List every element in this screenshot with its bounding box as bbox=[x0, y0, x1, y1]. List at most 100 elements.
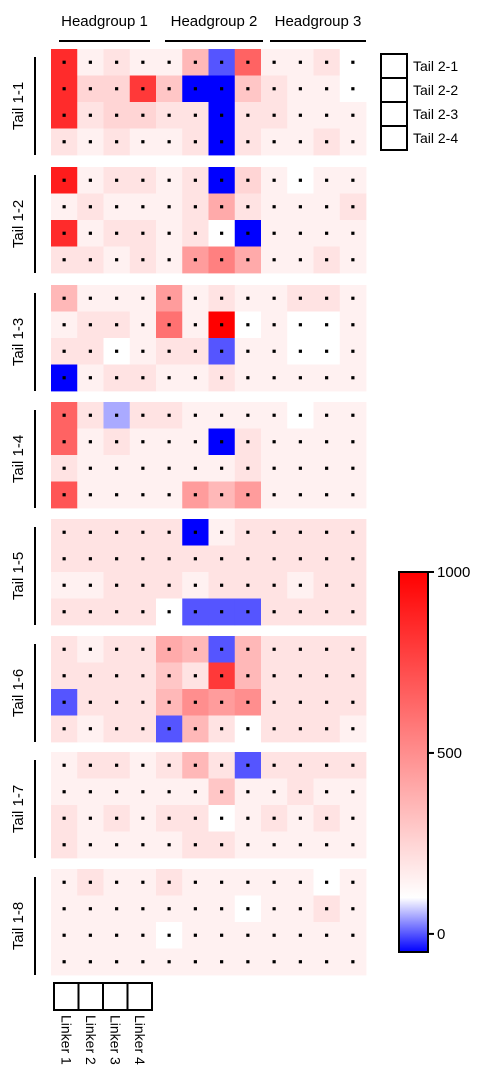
cell-marker bbox=[62, 530, 66, 534]
cell-marker bbox=[62, 583, 66, 587]
cell-marker bbox=[220, 557, 224, 561]
cell-marker bbox=[141, 376, 145, 380]
cell-marker bbox=[141, 140, 145, 144]
cell-marker bbox=[141, 610, 145, 614]
cell-marker bbox=[272, 205, 276, 209]
cell-marker bbox=[88, 440, 92, 444]
cell-marker bbox=[115, 557, 119, 561]
cell-marker bbox=[141, 530, 145, 534]
cell-marker bbox=[351, 933, 355, 937]
cell-marker bbox=[325, 530, 329, 534]
cell-marker bbox=[351, 647, 355, 651]
cell-marker bbox=[167, 960, 171, 964]
cell-marker bbox=[193, 493, 197, 497]
cell-marker bbox=[298, 583, 302, 587]
headgroup-label: Headgroup 1 bbox=[61, 13, 148, 30]
headgroup-headers: Headgroup 1 Headgroup 2 Headgroup 3 bbox=[59, 13, 366, 42]
linker-legend-label: Linker 2 bbox=[83, 1015, 99, 1065]
cell-marker bbox=[325, 583, 329, 587]
cell-marker bbox=[325, 610, 329, 614]
cell-marker bbox=[115, 907, 119, 911]
cell-marker bbox=[88, 376, 92, 380]
cell-marker bbox=[220, 674, 224, 678]
cell-marker bbox=[88, 87, 92, 91]
cell-marker bbox=[272, 60, 276, 64]
cell-marker bbox=[351, 674, 355, 678]
cell-marker bbox=[325, 113, 329, 117]
cell-marker bbox=[351, 205, 355, 209]
cell-marker bbox=[193, 700, 197, 704]
cell-marker bbox=[351, 178, 355, 182]
cell-marker bbox=[62, 674, 66, 678]
cell-marker bbox=[325, 907, 329, 911]
cell-marker bbox=[141, 557, 145, 561]
cell-marker bbox=[62, 727, 66, 731]
cell-marker bbox=[298, 816, 302, 820]
cell-marker bbox=[351, 880, 355, 884]
cell-marker bbox=[325, 413, 329, 417]
cell-marker bbox=[115, 674, 119, 678]
cell-marker bbox=[325, 493, 329, 497]
linker-legend-label: Linker 1 bbox=[58, 1015, 74, 1065]
cell-marker bbox=[167, 413, 171, 417]
cell-marker bbox=[115, 816, 119, 820]
cell-marker bbox=[246, 816, 250, 820]
cell-marker bbox=[62, 60, 66, 64]
cell-marker bbox=[298, 493, 302, 497]
cell-marker bbox=[272, 231, 276, 235]
linker-legend-box bbox=[126, 982, 153, 1011]
cell-marker bbox=[115, 323, 119, 327]
cell-marker bbox=[272, 610, 276, 614]
cell-marker bbox=[246, 583, 250, 587]
tail2-legend-label: Tail 2-4 bbox=[413, 130, 458, 146]
tail1-label: Tail 1-6 bbox=[10, 669, 27, 717]
cell-marker bbox=[220, 178, 224, 182]
cell-marker bbox=[272, 674, 276, 678]
cell-marker bbox=[220, 763, 224, 767]
cell-marker bbox=[351, 466, 355, 470]
cell-marker bbox=[141, 493, 145, 497]
cell-marker bbox=[167, 557, 171, 561]
cell-marker bbox=[88, 60, 92, 64]
cell-marker bbox=[325, 557, 329, 561]
cell-marker bbox=[167, 907, 171, 911]
cell-marker bbox=[115, 610, 119, 614]
cell-marker bbox=[325, 205, 329, 209]
linker-legend-label: Linker 4 bbox=[132, 1015, 148, 1065]
cell-marker bbox=[62, 610, 66, 614]
cell-marker bbox=[325, 727, 329, 731]
cell-marker bbox=[298, 140, 302, 144]
cell-marker bbox=[272, 700, 276, 704]
cell-marker bbox=[351, 258, 355, 262]
cell-marker bbox=[115, 87, 119, 91]
cell-marker bbox=[62, 440, 66, 444]
cell-marker bbox=[62, 231, 66, 235]
cell-marker bbox=[272, 87, 276, 91]
cell-marker bbox=[351, 583, 355, 587]
cell-marker bbox=[141, 960, 145, 964]
cell-marker bbox=[62, 258, 66, 262]
cell-marker bbox=[298, 647, 302, 651]
cell-marker bbox=[220, 205, 224, 209]
cell-marker bbox=[220, 87, 224, 91]
cell-marker bbox=[325, 647, 329, 651]
cell-marker bbox=[62, 763, 66, 767]
cell-marker bbox=[246, 323, 250, 327]
cell-marker bbox=[351, 140, 355, 144]
cell-marker bbox=[351, 60, 355, 64]
cell-marker bbox=[246, 87, 250, 91]
cell-marker bbox=[62, 87, 66, 91]
cell-marker bbox=[246, 413, 250, 417]
cell-marker bbox=[193, 583, 197, 587]
cell-marker bbox=[272, 647, 276, 651]
cell-marker bbox=[325, 231, 329, 235]
cell-marker bbox=[193, 178, 197, 182]
cell-marker bbox=[272, 933, 276, 937]
cell-marker bbox=[351, 493, 355, 497]
cell-marker bbox=[141, 727, 145, 731]
cell-marker bbox=[246, 727, 250, 731]
cell-marker bbox=[167, 466, 171, 470]
cell-marker bbox=[141, 296, 145, 300]
cell-marker bbox=[325, 440, 329, 444]
cell-marker bbox=[298, 296, 302, 300]
